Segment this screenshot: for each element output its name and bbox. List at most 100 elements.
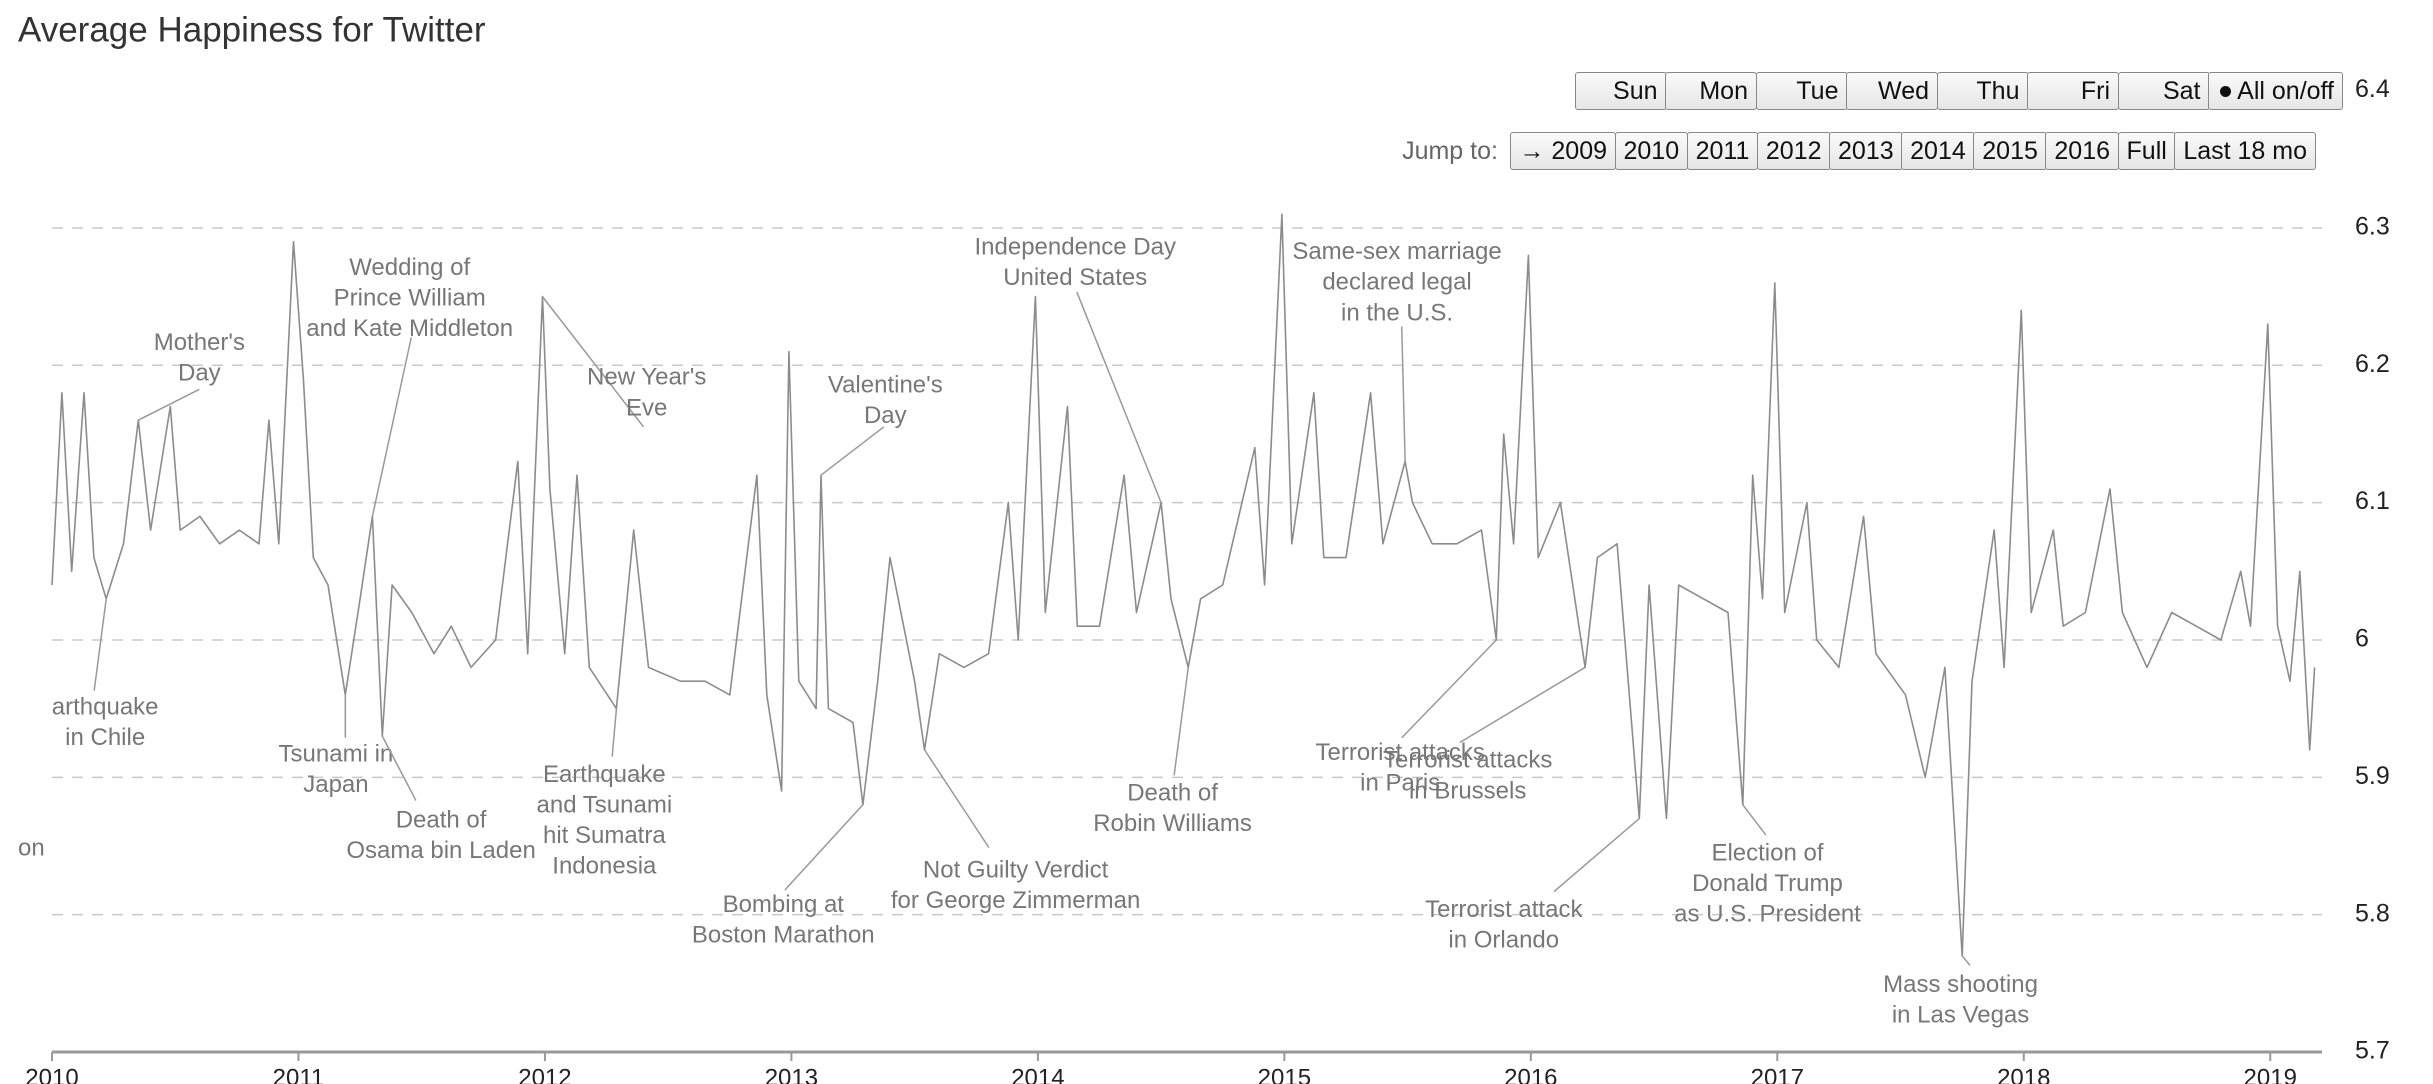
jump-button[interactable]: 2016 (2045, 132, 2120, 170)
annotation: declared legal (1322, 269, 1471, 296)
leader-line (1742, 804, 1767, 836)
leader-line (93, 598, 107, 691)
annotation: Eve (626, 394, 667, 421)
day-button[interactable]: Sun (1574, 72, 1667, 110)
jump-button[interactable]: 2015 (1973, 132, 2047, 170)
bullet (2220, 85, 2232, 97)
leader-line (1400, 326, 1406, 462)
annotation: Same-sex marriage (1292, 238, 1501, 265)
jump-label: Jump to: (1402, 136, 1498, 165)
annotation: Not Guilty Verdict (923, 857, 1109, 884)
leader-line (1459, 666, 1586, 744)
jump-button[interactable]: 2011 (1686, 132, 1759, 170)
jump-button-label: 2016 (2054, 136, 2111, 165)
day-button[interactable]: Mon (1665, 72, 1757, 110)
day-button-label: Mon (1699, 76, 1748, 105)
day-button[interactable]: Sat (2117, 72, 2210, 110)
day-button[interactable]: Fri (2027, 72, 2119, 110)
leader-line (611, 708, 618, 757)
leader-line (137, 388, 200, 421)
day-button[interactable]: Tue (1755, 72, 1848, 110)
annotation: arthquake (52, 693, 159, 720)
day-button-label: Thu (1976, 76, 2020, 105)
x-tick-label: 2011 (273, 1064, 325, 1084)
annotation: in Las Vegas (1892, 1002, 2029, 1029)
x-tick-label: 2013 (765, 1064, 818, 1084)
annotation: Osama bin Laden (346, 837, 535, 864)
leader-line (1961, 955, 1971, 966)
annotation: Japan (303, 771, 368, 798)
day-button-label: Tue (1796, 76, 1839, 105)
x-tick-label: 2014 (1011, 1064, 1064, 1084)
annotation: Terrorist attack (1425, 896, 1583, 923)
day-button[interactable]: Thu (1936, 72, 2029, 110)
x-tick-label: 2017 (1751, 1064, 1804, 1084)
jump-button-label: 2014 (1910, 136, 1966, 165)
all-toggle-label: All on/off (2237, 76, 2334, 105)
jump-button[interactable]: 2013 (1829, 132, 1903, 170)
x-tick-label: 2012 (518, 1064, 571, 1084)
annotation: and Tsunami (537, 791, 673, 818)
jump-button-label: 2012 (1765, 136, 1822, 165)
jump-button-label: 2011 (1695, 136, 1750, 165)
jump-button[interactable]: 2010 (1614, 132, 1689, 170)
annotation: in Paris (1360, 769, 1440, 796)
jump-button[interactable]: Last 18 mo (2174, 132, 2316, 170)
jump-button-label: 2010 (1623, 136, 1680, 165)
annotation: Tsunami in (279, 740, 394, 767)
leader-line (371, 337, 412, 517)
jump-controls: Jump to: → 2009 2010 2011 2012 2013 2014 2015 2… (1402, 132, 2316, 170)
annotation: New Year's (587, 364, 706, 391)
leader-line (381, 735, 417, 801)
annotation: hit Sumatra (543, 822, 666, 849)
jump-button[interactable]: → 2009 (1510, 132, 1616, 170)
all-toggle[interactable]: All on/off (2208, 72, 2343, 110)
y-tick-label: 6 (2355, 625, 2369, 653)
y-tick-label: 5.8 (2355, 899, 2390, 927)
annotation: Independence Day (974, 233, 1176, 260)
jump-button[interactable]: Full (2117, 132, 2176, 170)
x-tick-label: 2019 (2244, 1064, 2297, 1084)
annotation: Mass shooting (1883, 971, 2038, 998)
annotation: in Chile (65, 724, 145, 751)
annotation: Robin Williams (1093, 810, 1252, 837)
annotation: Day (864, 402, 907, 429)
day-button-label: Sat (2162, 76, 2201, 105)
jump-button-label: 2015 (1982, 136, 2038, 165)
annotation: United States (1003, 264, 1147, 291)
annotation: Wedding of (349, 254, 470, 281)
happiness-line (51, 213, 2316, 957)
annotation: Bombing at (723, 891, 845, 918)
leader-line (1553, 817, 1640, 893)
jump-button-label: → 2009 (1519, 136, 1607, 165)
jump-button[interactable]: 2014 (1901, 132, 1975, 170)
annotation: as U.S. President (1674, 900, 1861, 927)
leader-line (923, 749, 990, 849)
y-tick-label: 5.7 (2355, 1037, 2390, 1065)
y-tick-label: 5.9 (2355, 762, 2390, 790)
y-tick-label: 6.4 (2355, 75, 2390, 103)
annotation: Death of (396, 806, 487, 833)
annotation: in Brussels (1409, 777, 1526, 804)
x-tick-label: 2010 (25, 1064, 78, 1084)
annotation: in the U.S. (1341, 299, 1453, 326)
jump-button[interactable]: 2012 (1756, 132, 1831, 170)
leader-line (820, 426, 885, 476)
day-button-label: Wed (1878, 76, 1929, 105)
x-tick-label: 2018 (1997, 1064, 2050, 1084)
annotation: Earthquake (543, 761, 666, 788)
day-button[interactable]: Wed (1846, 72, 1938, 110)
jump-button-label: 2013 (1838, 136, 1894, 165)
day-button-label: Sun (1613, 76, 1658, 105)
jump-button-label: Last 18 mo (2183, 136, 2307, 165)
leader-line (1076, 291, 1162, 503)
jump-button-label: Full (2126, 136, 2167, 165)
annotation: Terrorist attacks (1383, 747, 1552, 774)
x-tick-label: 2016 (1504, 1064, 1557, 1084)
leader-line (1173, 667, 1189, 776)
leader-line (541, 296, 645, 428)
annotation: Indonesia (552, 853, 657, 880)
annotation: Election of (1711, 839, 1823, 866)
